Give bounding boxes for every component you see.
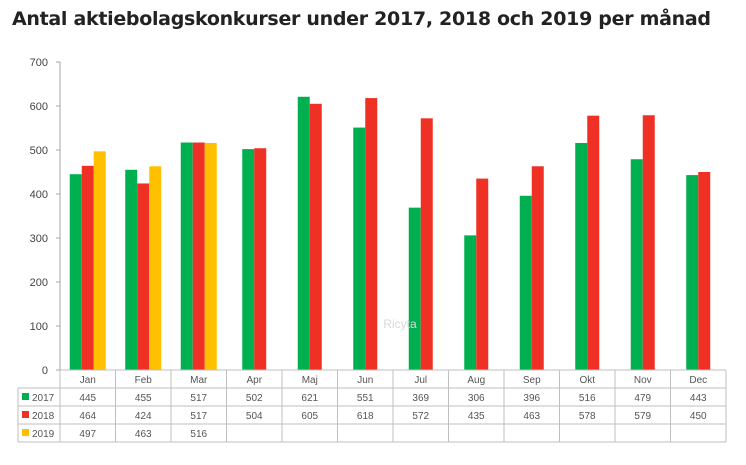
x-tick-label: Feb — [135, 375, 153, 386]
chart-title: Antal aktiebolagskonkurser under 2017, 2… — [12, 8, 711, 30]
watermark: Ricyta — [383, 317, 417, 331]
y-tick-label: 400 — [30, 189, 48, 201]
bar-2019-Feb — [149, 166, 162, 370]
data-label: 445 — [79, 393, 96, 404]
bar-2018-Feb — [137, 183, 150, 370]
legend-label-2019: 2019 — [32, 429, 55, 440]
data-label: 369 — [412, 393, 429, 404]
y-tick-label: 500 — [30, 145, 48, 157]
x-tick-label: Okt — [579, 375, 595, 386]
data-label: 621 — [301, 393, 318, 404]
data-label: 463 — [135, 429, 152, 440]
x-tick-label: Aug — [467, 375, 485, 386]
data-label: 450 — [690, 411, 707, 422]
data-label: 435 — [468, 411, 485, 422]
bar-2018-Mar — [192, 142, 205, 370]
bar-2018-Dec — [698, 172, 711, 370]
data-label: 579 — [634, 411, 651, 422]
bar-2018-Jun — [365, 98, 378, 370]
x-tick-label: Jul — [414, 375, 427, 386]
y-tick-label: 200 — [30, 277, 48, 289]
bar-2017-Okt — [575, 142, 588, 370]
data-label: 572 — [412, 411, 429, 422]
data-label: 516 — [579, 393, 596, 404]
y-tick-label: 100 — [30, 321, 48, 333]
bar-2019-Jan — [93, 151, 106, 370]
legend-label-2017: 2017 — [32, 393, 55, 404]
x-tick-label: Maj — [302, 375, 318, 386]
data-label: 504 — [246, 411, 263, 422]
bar-2018-Okt — [587, 115, 600, 371]
data-label: 306 — [468, 393, 485, 404]
bar-2017-Apr — [242, 149, 255, 370]
data-label: 618 — [357, 411, 374, 422]
y-tick-label: 0 — [42, 365, 48, 377]
y-tick-label: 700 — [30, 57, 48, 69]
bar-2017-Mar — [180, 142, 193, 370]
data-label: 443 — [690, 393, 707, 404]
bar-2017-Dec — [686, 175, 699, 370]
bar-2017-Nov — [630, 159, 643, 370]
data-label: 497 — [79, 429, 96, 440]
x-tick-label: Apr — [246, 375, 262, 386]
data-label: 424 — [135, 411, 152, 422]
y-tick-label: 600 — [30, 101, 48, 113]
bar-2018-Jul — [420, 118, 433, 370]
x-tick-label: Nov — [634, 375, 652, 386]
bar-2017-Aug — [464, 235, 477, 370]
data-label: 517 — [190, 393, 207, 404]
bar-2017-Jul — [408, 207, 421, 370]
x-tick-label: Jan — [80, 375, 96, 386]
y-tick-label: 300 — [30, 233, 48, 245]
bar-2017-Jun — [353, 127, 366, 370]
data-label: 551 — [357, 393, 374, 404]
legend-swatch-2017 — [22, 393, 29, 400]
legend-swatch-2018 — [22, 411, 29, 418]
bar-2017-Feb — [125, 169, 138, 370]
bar-2018-Sep — [531, 166, 544, 370]
bar-2018-Jan — [81, 165, 94, 370]
data-label: 605 — [301, 411, 318, 422]
x-tick-label: Mar — [190, 375, 208, 386]
x-tick-label: Sep — [523, 375, 541, 386]
x-tick-label: Jun — [357, 375, 373, 386]
data-label: 516 — [190, 429, 207, 440]
bar-2018-Nov — [642, 115, 655, 371]
bar-2018-Maj — [309, 103, 322, 371]
data-label: 502 — [246, 393, 263, 404]
x-tick-label: Dec — [689, 375, 707, 386]
data-label: 479 — [634, 393, 651, 404]
bar-2017-Maj — [297, 96, 310, 370]
data-label: 578 — [579, 411, 596, 422]
data-label: 463 — [523, 411, 540, 422]
data-label: 455 — [135, 393, 152, 404]
data-table: Jan Feb Mar Apr Maj Jun Jul Aug Sep Okt Nov Dec 2017… — [17, 369, 727, 443]
data-label: 464 — [79, 411, 96, 422]
bar-2018-Apr — [254, 148, 267, 370]
y-axis: 0 100 200 300 400 500 600 700 — [30, 57, 61, 377]
data-label: 396 — [523, 393, 540, 404]
bar-2019-Mar — [204, 142, 217, 370]
legend-swatch-2019 — [22, 429, 29, 436]
bar-2017-Sep — [519, 195, 532, 370]
bar-2017-Jan — [69, 174, 82, 370]
legend-label-2018: 2018 — [32, 411, 55, 422]
bar-2018-Aug — [476, 178, 489, 370]
bars — [69, 96, 711, 371]
data-label: 517 — [190, 411, 207, 422]
